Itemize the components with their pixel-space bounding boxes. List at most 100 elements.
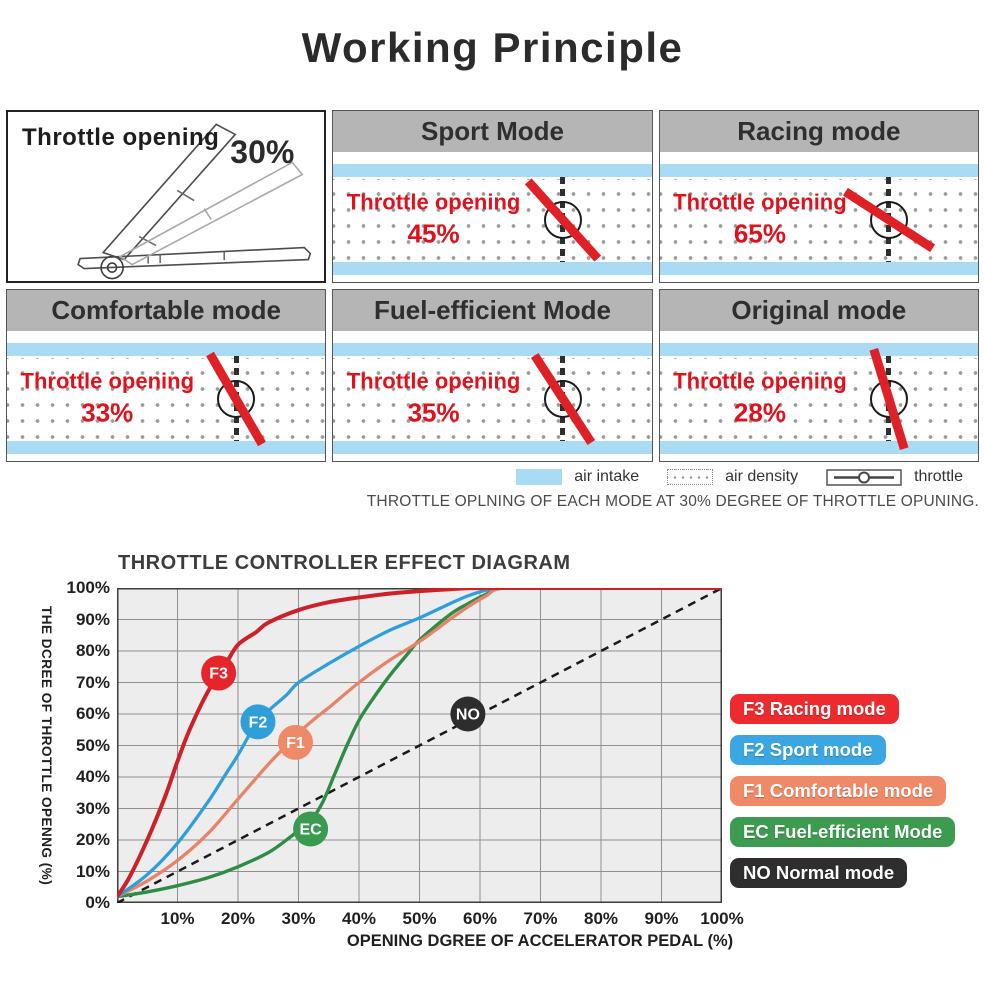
x-tick-label: 60% [462,909,498,928]
x-tick-label: 40% [341,909,377,928]
y-tick-label: 20% [75,830,110,849]
throttle-pedal-illustration [77,123,312,280]
throttle-label: throttle [914,468,963,485]
effect-diagram-chart: THROTTLE CONTROLLER EFFECT DIAGRAM THE D… [0,548,985,985]
chart-title: THROTTLE CONTROLLER EFFECT DIAGRAM [118,552,571,574]
legend-pill-ec: EC Fuel-efficient Mode [730,817,956,847]
x-tick-label: 30% [281,909,316,928]
mode-title: Comfortable mode [7,290,326,334]
x-tick-label: 10% [160,909,195,928]
y-tick-label: 100% [66,578,110,597]
y-tick-label: 0% [85,893,110,912]
throttle-opening-value: 35% [407,397,460,428]
curve-f3 [117,588,722,898]
valve-circle [869,200,908,239]
intake-diagram: Throttle opening 33% [7,334,326,461]
chart-legend: F3 Racing mode F2 Sport mode F1 Comfortabl… [730,694,956,899]
air-density-field: Throttle opening 35% [333,352,652,445]
valve-circle [543,200,582,239]
mode-title: Sport Mode [333,111,652,155]
throttle-swatch-icon [826,468,902,486]
throttle-opening-label: Throttle opening [673,189,847,215]
intake-diagram: Throttle opening 35% [333,334,652,461]
mode-panel-grid: Throttle opening 30% Sport Mode Throttle… [6,110,979,462]
pedal-panel-value: 30% [230,134,295,170]
air-intake-swatch [516,469,563,485]
valve-circle [217,379,256,418]
y-tick-label: 90% [75,609,110,629]
air-density-field: Throttle opening 45% [333,177,652,262]
diagram-caption: THROTTLE OPLNING OF EACH MODE AT 30% DEG… [366,493,979,510]
curve-badge-no [450,696,486,732]
x-tick-label: 20% [220,909,256,928]
air-intake-bar-top [333,343,652,356]
x-tick-label: 80% [583,909,619,928]
mode-panel-racing: Racing mode Throttle opening 65% [658,110,979,283]
air-intake-bar-bottom [7,441,326,454]
curve-f1 [117,588,722,899]
air-intake-bar-top [659,164,978,177]
legend-pill-no: NO Normal mode [730,858,908,888]
curve-no [117,588,722,903]
y-tick-label: 80% [75,641,110,660]
y-tick-label: 40% [75,767,110,786]
pedal-panel-label: Throttle opening [22,124,220,151]
throttle-opening-label: Throttle opening [346,368,521,394]
air-intake-bar-bottom [333,262,652,275]
throttle-opening-value: 65% [733,218,786,249]
air-density-field: Throttle opening 65% [659,177,978,262]
y-tick-label: 30% [75,798,110,818]
air-density-field: Throttle opening 33% [7,351,326,446]
air-intake-bar-top [659,343,978,356]
air-intake-label: air intake [574,468,640,485]
legend-pill-f2: F2 Sport mode [730,735,886,765]
pedal-panel: Throttle opening 30% [6,110,327,283]
y-tick-label: 70% [75,672,110,692]
y-tick-label: 10% [75,861,110,881]
mode-panel-sport: Sport Mode Throttle opening 45% [332,110,653,283]
chart-y-axis-label: THE DCREE OF THROTTLE OPENNG (%) [39,605,54,886]
curve-badge-label: F3 [209,666,228,683]
mode-panel-fuel-efficient: Fuel-efficient Mode Throttle opening 35% [332,289,653,462]
x-tick-label: 70% [523,909,558,928]
mode-title: Fuel-efficient Mode [333,290,652,334]
curve-badge-label: EC [299,821,322,838]
air-intake-bar-bottom [333,441,652,454]
chart-plot-area: NO EC F1 F2 F3 [117,588,722,903]
air-density-swatch [667,469,714,485]
intake-diagram: Throttle opening 28% [659,334,978,461]
air-intake-bar-bottom [659,262,978,275]
air-density-label: air density [725,468,799,485]
mode-title: Racing mode [659,111,978,155]
curve-badge-f1 [277,724,313,760]
throttle-opening-label: Throttle opening [673,368,847,394]
legend-pill-f1: F1 Comfortable mode [730,776,947,806]
air-intake-bar-bottom [659,441,978,454]
throttle-opening-value: 33% [81,397,134,428]
intake-diagram: Throttle opening 45% [333,155,652,282]
throttle-opening-value: 45% [407,218,460,249]
plot-border [117,588,722,903]
curve-badge-label: F2 [249,714,268,731]
throttle-opening-label: Throttle opening [20,368,195,394]
y-tick-label: 60% [75,704,110,723]
curve-badge-label: F1 [286,735,305,752]
chart-x-axis-label: OPENING DGREE OF ACCELERATOR PEDAL (%) [346,932,734,950]
curve-badge-f2 [240,704,276,740]
intake-diagram: Throttle opening 65% [659,155,978,282]
x-tick-label: 100% [700,909,744,928]
curve-badge-label: NO [456,707,480,724]
page-title: Working Principle [301,24,684,71]
curve-badge-ec [293,811,329,847]
mode-panel-original: Original mode Throttle opening 28% [658,289,979,462]
x-tick-label: 90% [644,909,679,928]
curve-badge-f3 [201,655,237,691]
valve-circle [543,379,582,418]
mode-title: Original mode [659,290,978,334]
throttle-opening-value: 28% [733,397,786,428]
x-tick-label: 50% [402,909,437,928]
diagram-legend: air intake air density throttle [516,468,979,486]
air-intake-bar-top [7,343,326,356]
legend-pill-f3: F3 Racing mode [730,694,899,724]
